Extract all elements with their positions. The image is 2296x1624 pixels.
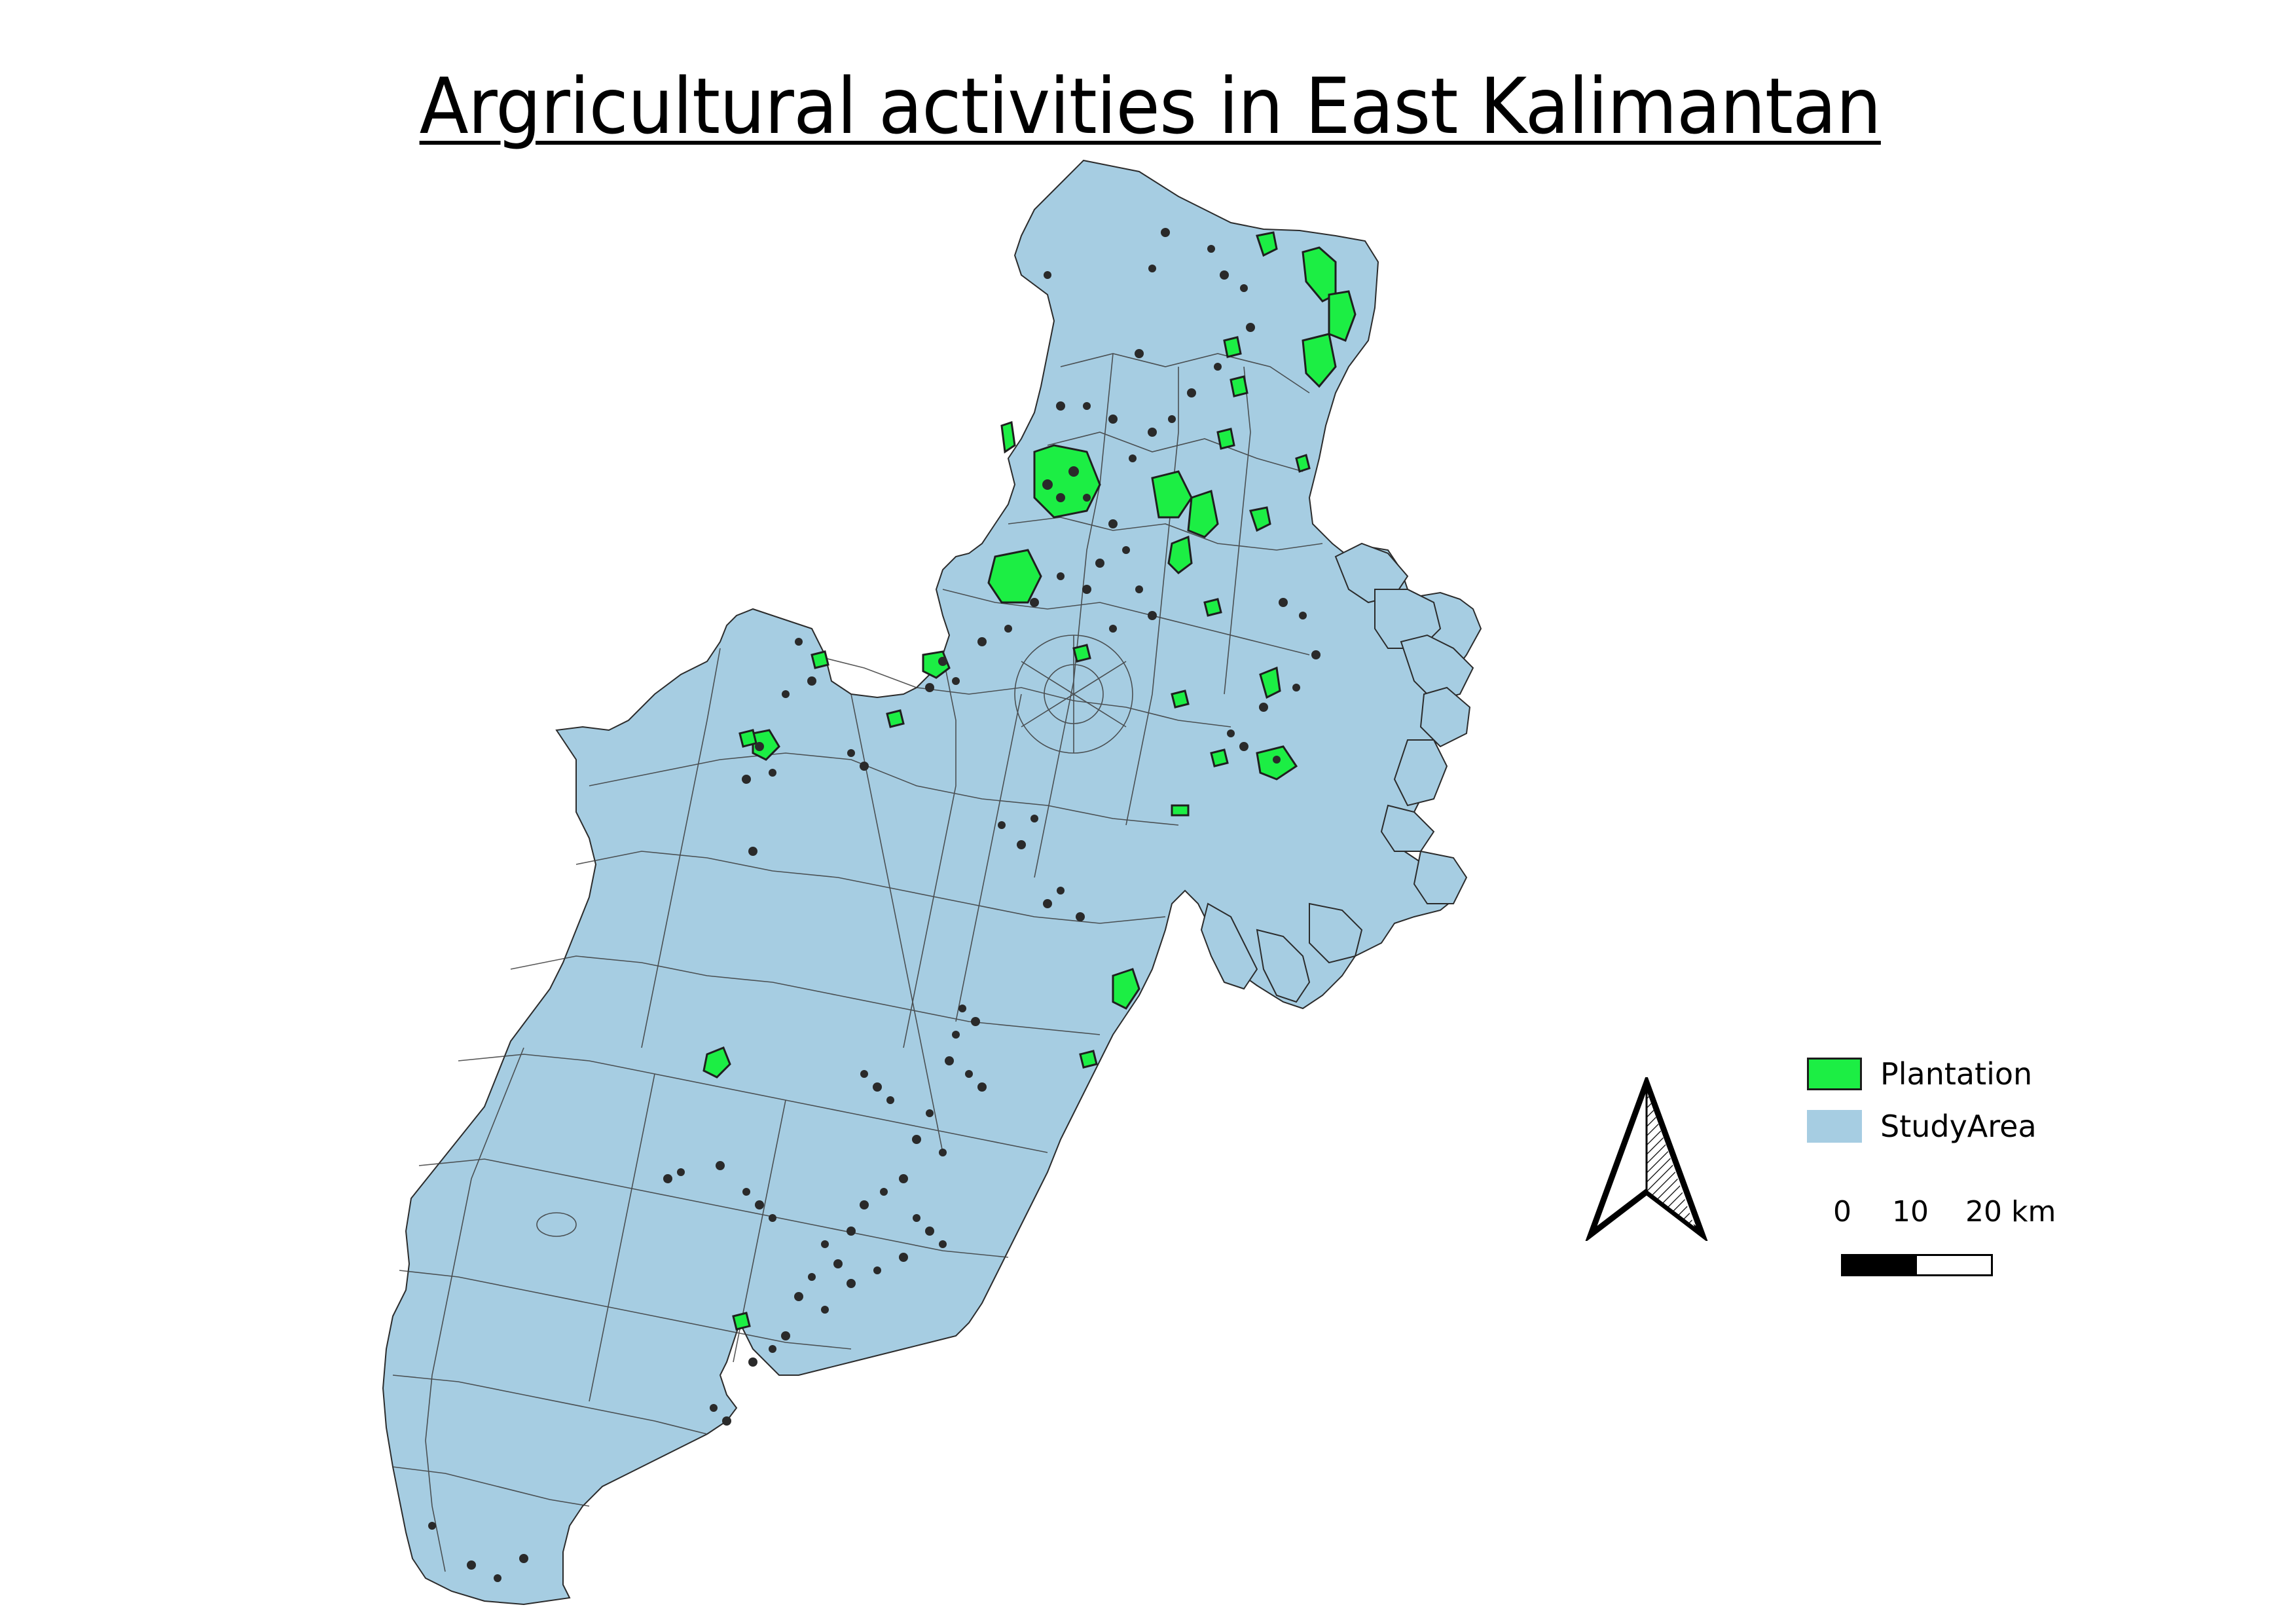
scale-bar-graphic xyxy=(1841,1254,1993,1276)
plantation-patches xyxy=(702,231,1357,1331)
plantation-dots xyxy=(428,228,1321,1582)
north-arrow-icon xyxy=(1584,1073,1709,1244)
delta-islands xyxy=(1200,542,1474,1003)
scale-tick-10: 10 xyxy=(1892,1195,1929,1228)
scale-bar: 0 10 20 km xyxy=(1827,1195,2075,1276)
legend-label-plantation: Plantation xyxy=(1880,1056,2033,1092)
scale-tick-20: 20 km xyxy=(1965,1195,2056,1228)
legend-swatch-plantation xyxy=(1807,1058,1862,1090)
scale-segment-white xyxy=(1917,1256,1991,1274)
legend-item-study-area: StudyArea xyxy=(1807,1107,2037,1146)
scale-segment-black xyxy=(1843,1256,1917,1274)
legend-item-plantation: Plantation xyxy=(1807,1054,2032,1094)
legend-label-study-area: StudyArea xyxy=(1880,1109,2037,1144)
map-title: Argricultural activities in East Kaliman… xyxy=(419,61,1882,151)
legend-swatch-study-area xyxy=(1807,1110,1862,1143)
district-boundaries xyxy=(392,353,1323,1572)
scale-tick-0: 0 xyxy=(1833,1195,1851,1228)
